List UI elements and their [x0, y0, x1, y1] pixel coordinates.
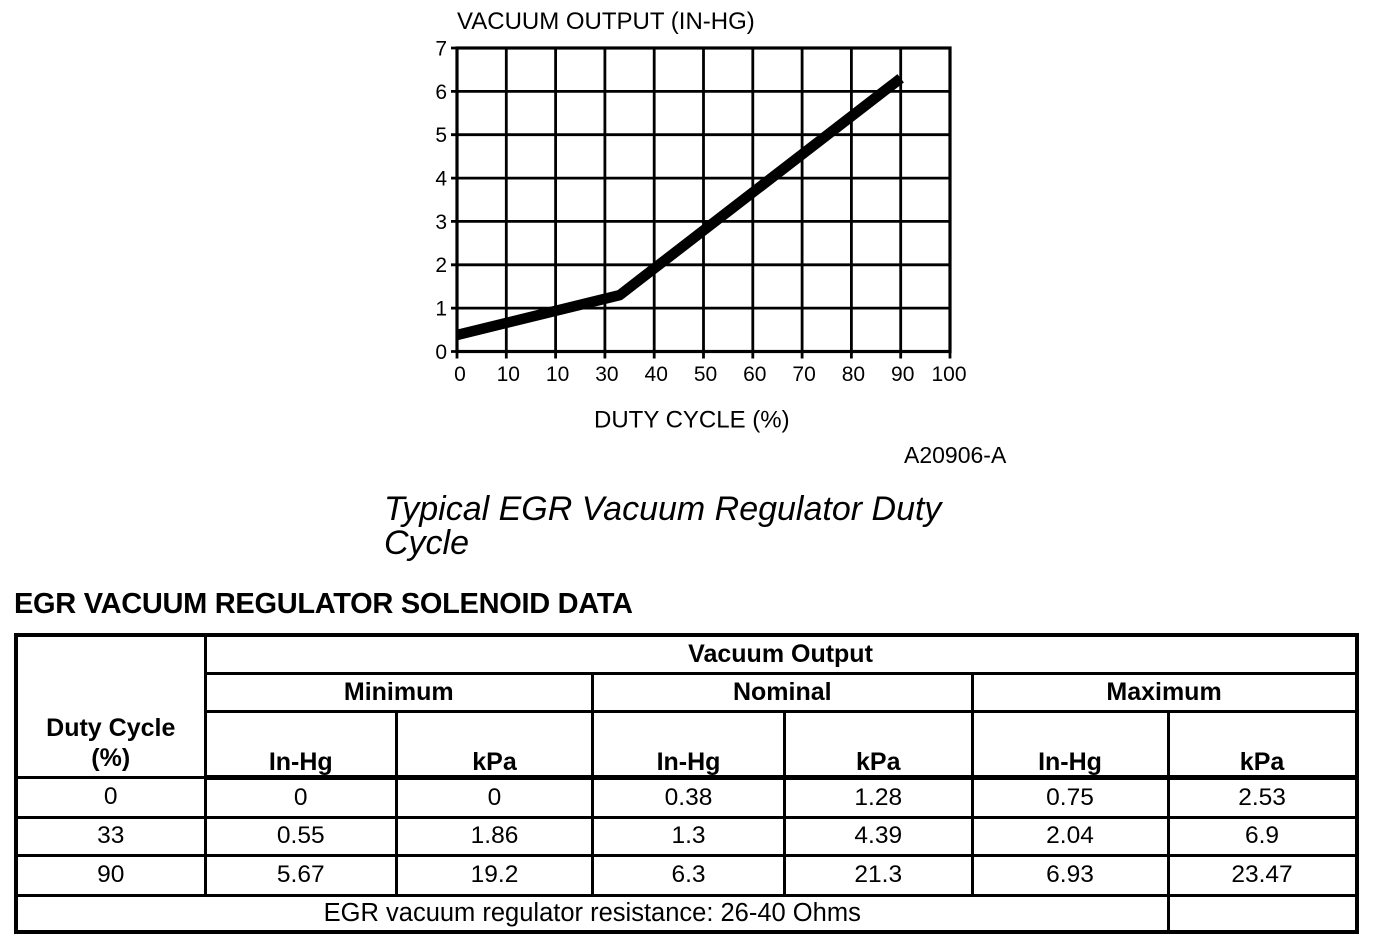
svg-text:80: 80 — [842, 363, 865, 386]
svg-text:3: 3 — [435, 211, 447, 234]
svg-text:7: 7 — [435, 37, 447, 60]
svg-text:A20906-A: A20906-A — [904, 442, 1007, 468]
svg-text:90: 90 — [891, 363, 914, 386]
svg-text:60: 60 — [743, 363, 766, 386]
svg-text:5: 5 — [435, 124, 447, 147]
svg-text:10: 10 — [497, 363, 520, 386]
svg-text:6: 6 — [435, 81, 447, 104]
svg-text:100: 100 — [931, 363, 966, 386]
svg-text:0: 0 — [454, 363, 466, 386]
svg-text:2: 2 — [435, 254, 447, 277]
svg-text:0: 0 — [435, 341, 447, 364]
svg-text:4: 4 — [435, 168, 447, 191]
svg-text:40: 40 — [645, 363, 668, 386]
svg-text:DUTY CYCLE (%): DUTY CYCLE (%) — [594, 407, 790, 434]
svg-text:70: 70 — [792, 363, 815, 386]
svg-text:VACUUM OUTPUT (IN-HG): VACUUM OUTPUT (IN-HG) — [457, 8, 755, 35]
svg-text:30: 30 — [595, 363, 618, 386]
svg-text:10: 10 — [546, 363, 569, 386]
svg-text:1: 1 — [435, 298, 447, 321]
svg-text:50: 50 — [694, 363, 717, 386]
